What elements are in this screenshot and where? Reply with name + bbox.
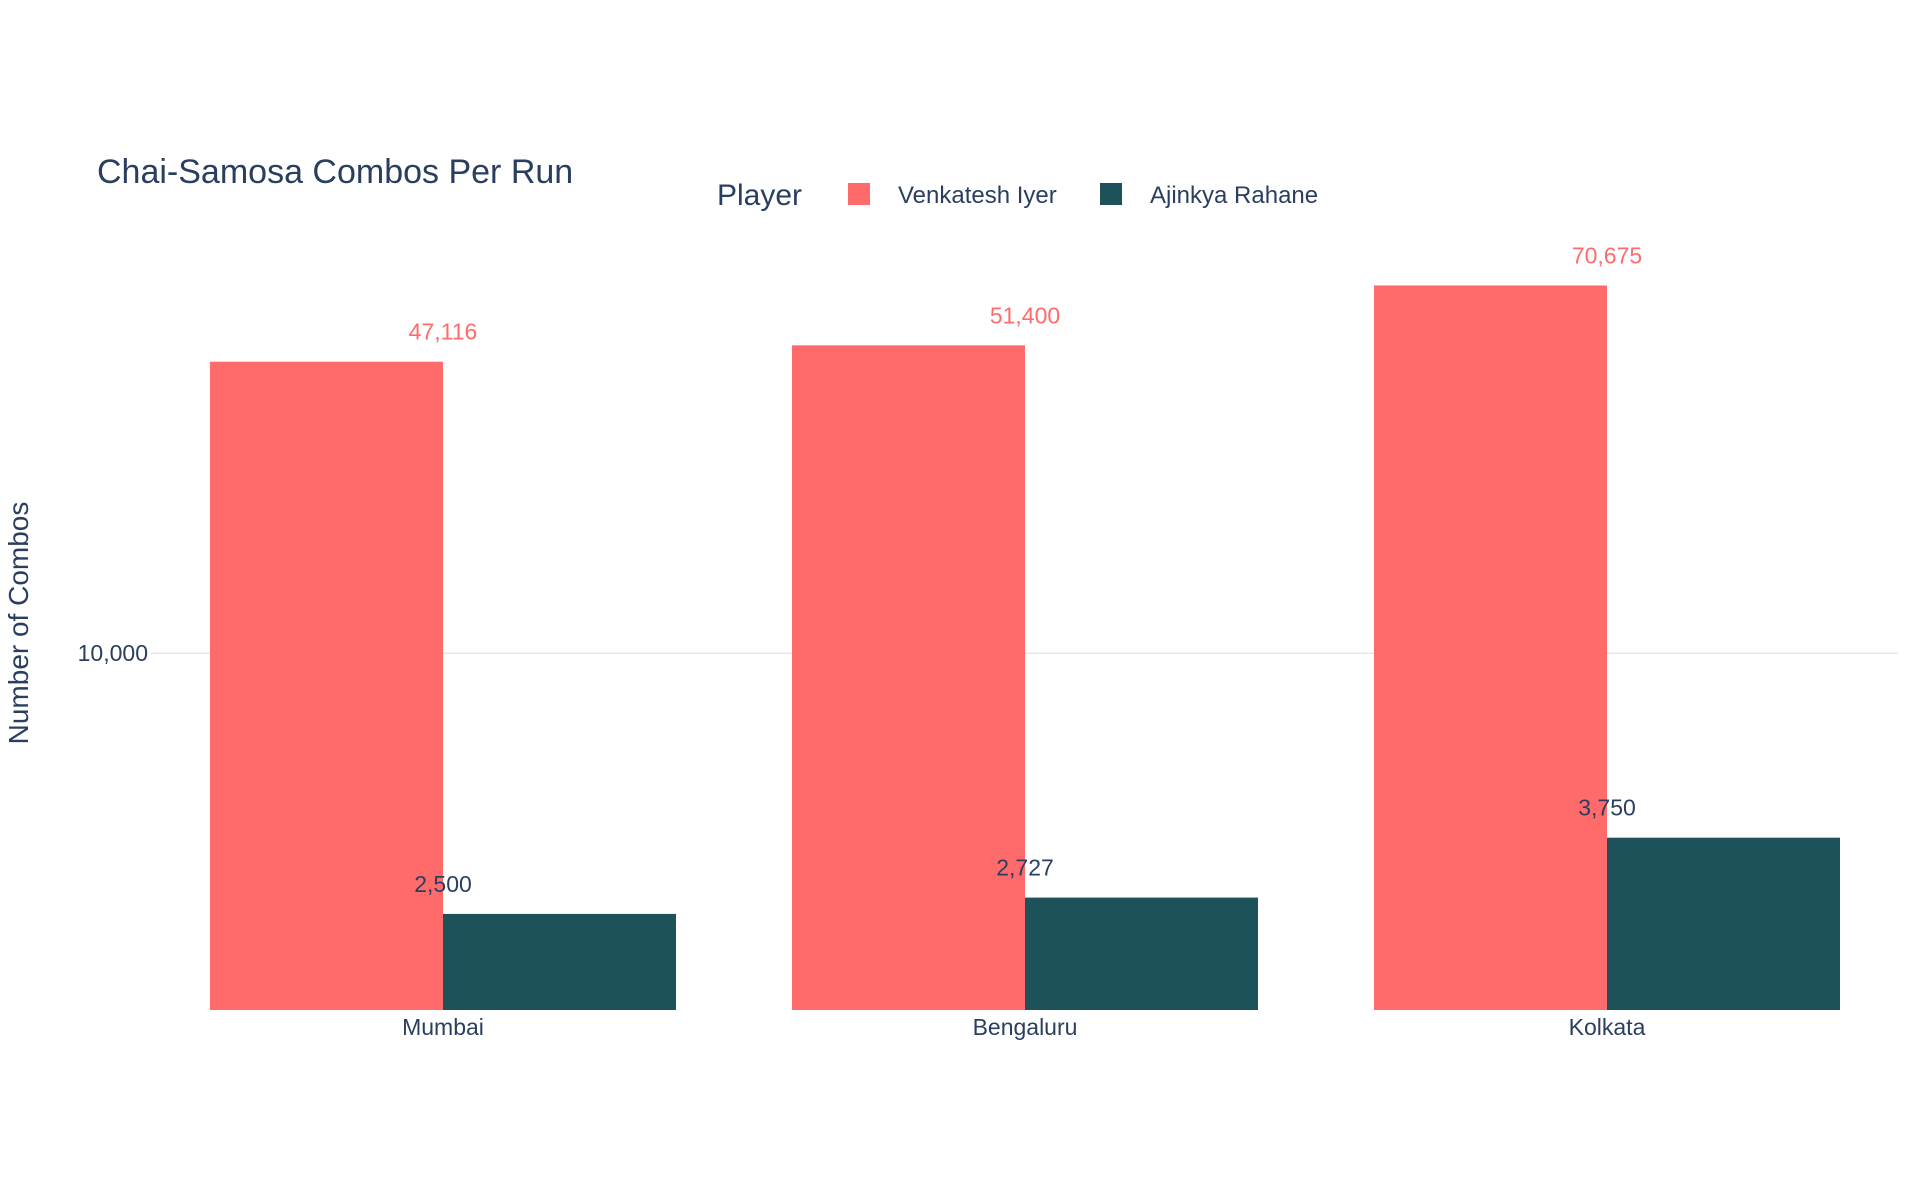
legend-label: Ajinkya Rahane xyxy=(1150,182,1318,209)
x-axis-ticks: Mumbai Bengaluru Kolkata xyxy=(402,1014,1645,1040)
data-label: 2,500 xyxy=(414,871,472,897)
legend-item-ajinkya-rahane[interactable]: Ajinkya Rahane xyxy=(1100,182,1318,209)
y-axis-ticks: 10,000 xyxy=(78,640,148,666)
data-label: 3,750 xyxy=(1578,795,1636,821)
data-label: 47,116 xyxy=(409,319,478,345)
bar-ajinkya-rahane-bengaluru xyxy=(1025,897,1258,1010)
bar-ajinkya-rahane-mumbai xyxy=(443,913,676,1010)
data-label: 70,675 xyxy=(1572,242,1642,268)
legend-swatch xyxy=(848,183,870,205)
bar-venkatesh-iyer-mumbai xyxy=(210,361,443,1010)
data-label: 51,400 xyxy=(990,302,1060,328)
chart-title: Chai-Samosa Combos Per Run xyxy=(97,153,573,191)
data-label: 2,727 xyxy=(996,855,1054,881)
legend-title: Player xyxy=(717,179,802,212)
x-tick-label: Mumbai xyxy=(402,1014,484,1040)
bars xyxy=(210,285,1840,1010)
legend-item-venkatesh-iyer[interactable]: Venkatesh Iyer xyxy=(848,182,1057,209)
legend-swatch xyxy=(1100,183,1122,205)
y-tick-label: 10,000 xyxy=(78,640,148,666)
data-labels: 47,116 2,500 51,400 2,727 70,675 3,750 xyxy=(409,242,1643,896)
legend: Player Venkatesh Iyer Ajinkya Rahane xyxy=(717,179,1318,212)
bar-ajinkya-rahane-kolkata xyxy=(1607,837,1840,1010)
bar-venkatesh-iyer-kolkata xyxy=(1374,285,1607,1010)
x-tick-label: Bengaluru xyxy=(973,1014,1078,1040)
x-tick-label: Kolkata xyxy=(1569,1014,1646,1040)
y-axis-title: Number of Combos xyxy=(3,502,34,745)
legend-label: Venkatesh Iyer xyxy=(898,182,1057,209)
bar-venkatesh-iyer-bengaluru xyxy=(792,345,1025,1010)
